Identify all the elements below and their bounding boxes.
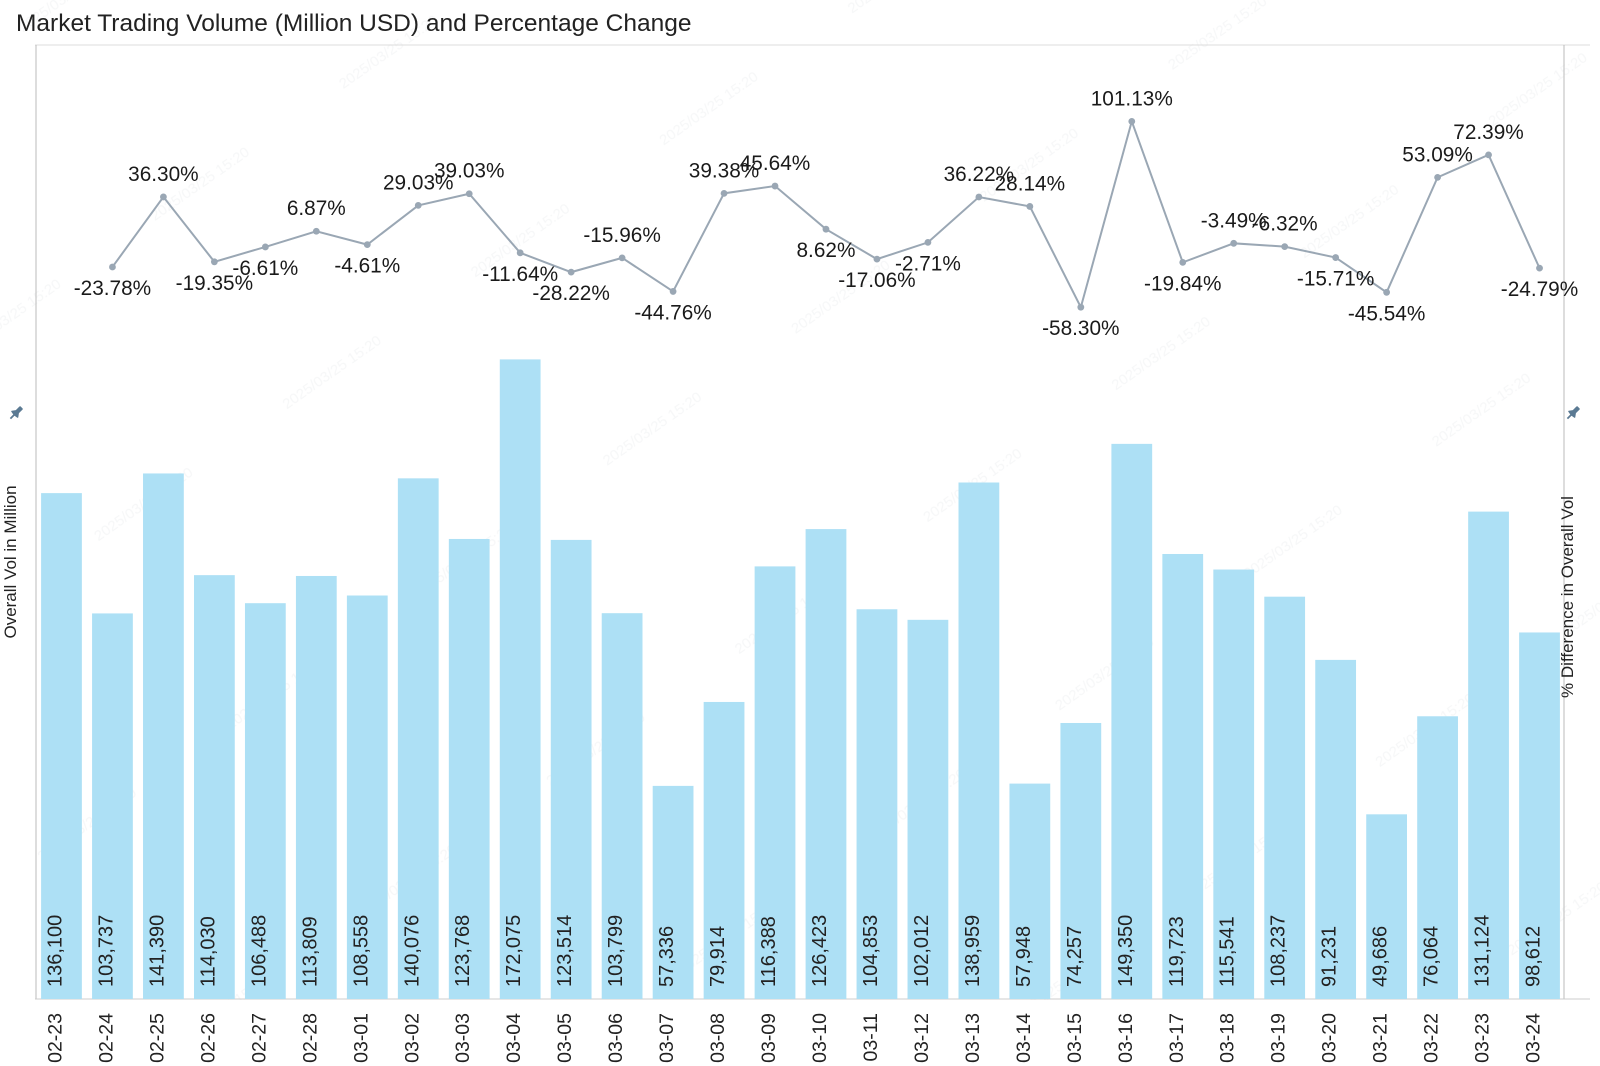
svg-text:49,686: 49,686 [1370,926,1392,987]
svg-text:6.87%: 6.87% [287,197,346,220]
svg-text:102,012: 102,012 [911,915,933,987]
svg-text:141,390: 141,390 [146,915,168,987]
svg-text:03-23: 03-23 [1472,1013,1494,1063]
svg-text:-44.76%: -44.76% [634,301,711,324]
svg-text:03-06: 03-06 [605,1013,627,1063]
svg-text:79,914: 79,914 [707,926,729,987]
svg-text:03-18: 03-18 [1217,1013,1239,1063]
svg-text:57,336: 57,336 [656,926,678,987]
svg-text:02-28: 02-28 [299,1013,321,1063]
svg-text:03-08: 03-08 [707,1013,729,1063]
svg-text:103,799: 103,799 [605,915,627,987]
svg-text:-23.78%: -23.78% [74,277,151,300]
svg-text:03-13: 03-13 [962,1013,984,1063]
svg-text:136,100: 136,100 [44,915,66,987]
svg-text:113,809: 113,809 [299,916,321,987]
svg-text:116,388: 116,388 [758,916,780,987]
svg-text:98,612: 98,612 [1523,926,1545,987]
svg-text:131,124: 131,124 [1472,915,1494,987]
svg-text:03-07: 03-07 [656,1013,678,1063]
svg-text:03-19: 03-19 [1268,1013,1290,1063]
svg-text:115,541: 115,541 [1217,916,1239,987]
svg-text:03-11: 03-11 [860,1013,882,1061]
svg-text:103,737: 103,737 [95,915,117,987]
svg-text:-24.79%: -24.79% [1501,278,1578,301]
svg-text:119,723: 119,723 [1166,916,1188,987]
svg-text:-2.71%: -2.71% [895,252,961,275]
svg-text:03-10: 03-10 [809,1013,831,1063]
svg-text:72.39%: 72.39% [1453,121,1524,144]
svg-text:8.62%: 8.62% [796,239,855,262]
svg-text:91,231: 91,231 [1319,926,1341,987]
svg-text:104,853: 104,853 [860,915,882,987]
svg-text:03-22: 03-22 [1421,1013,1443,1063]
svg-text:03-12: 03-12 [911,1013,933,1063]
svg-text:-15.71%: -15.71% [1297,268,1374,291]
svg-text:02-23: 02-23 [44,1013,66,1063]
svg-text:02-26: 02-26 [197,1013,219,1063]
svg-text:138,959: 138,959 [962,915,984,987]
svg-text:03-21: 03-21 [1370,1013,1392,1063]
svg-text:-6.61%: -6.61% [232,257,298,280]
svg-text:03-17: 03-17 [1166,1013,1188,1063]
svg-text:03-03: 03-03 [452,1013,474,1063]
svg-text:02-27: 02-27 [248,1013,270,1063]
svg-text:03-14: 03-14 [1013,1013,1035,1063]
svg-text:02-25: 02-25 [146,1013,168,1063]
svg-text:114,030: 114,030 [197,916,219,987]
svg-text:126,423: 126,423 [809,915,831,987]
svg-text:76,064: 76,064 [1421,926,1443,987]
svg-text:03-15: 03-15 [1064,1013,1086,1063]
svg-text:101.13%: 101.13% [1091,87,1173,110]
svg-text:106,488: 106,488 [248,915,270,987]
svg-text:03-02: 03-02 [401,1013,423,1063]
svg-text:-28.22%: -28.22% [532,282,609,305]
svg-text:-58.30%: -58.30% [1042,317,1119,340]
svg-text:108,237: 108,237 [1268,915,1290,987]
svg-text:03-04: 03-04 [503,1013,525,1063]
svg-text:Overall Vol in Million: Overall Vol in Million [1,485,20,638]
svg-text:03-05: 03-05 [554,1013,576,1063]
svg-text:-4.61%: -4.61% [334,255,400,278]
svg-text:% Difference in Overall Vol: % Difference in Overall Vol [1558,496,1577,698]
svg-text:03-24: 03-24 [1523,1013,1545,1063]
svg-text:03-16: 03-16 [1115,1013,1137,1063]
svg-text:108,558: 108,558 [350,915,372,987]
svg-text:03-01: 03-01 [350,1013,372,1063]
svg-text:-15.96%: -15.96% [583,224,660,247]
svg-text:-19.84%: -19.84% [1144,272,1221,295]
svg-text:123,768: 123,768 [452,915,474,987]
svg-text:74,257: 74,257 [1064,926,1086,987]
svg-text:172,075: 172,075 [503,915,525,987]
svg-text:02-24: 02-24 [95,1013,117,1063]
svg-text:03-09: 03-09 [758,1013,780,1063]
svg-text:28.14%: 28.14% [995,172,1066,195]
svg-text:36.30%: 36.30% [128,163,199,186]
svg-text:45.64%: 45.64% [740,152,811,175]
svg-text:149,350: 149,350 [1115,915,1137,987]
svg-text:140,076: 140,076 [401,915,423,987]
svg-text:-6.32%: -6.32% [1252,213,1318,236]
svg-text:03-20: 03-20 [1319,1013,1341,1063]
svg-text:53.09%: 53.09% [1402,143,1473,166]
svg-text:-45.54%: -45.54% [1348,302,1425,325]
svg-text:39.03%: 39.03% [434,160,505,183]
svg-text:123,514: 123,514 [554,915,576,987]
svg-text:57,948: 57,948 [1013,926,1035,987]
